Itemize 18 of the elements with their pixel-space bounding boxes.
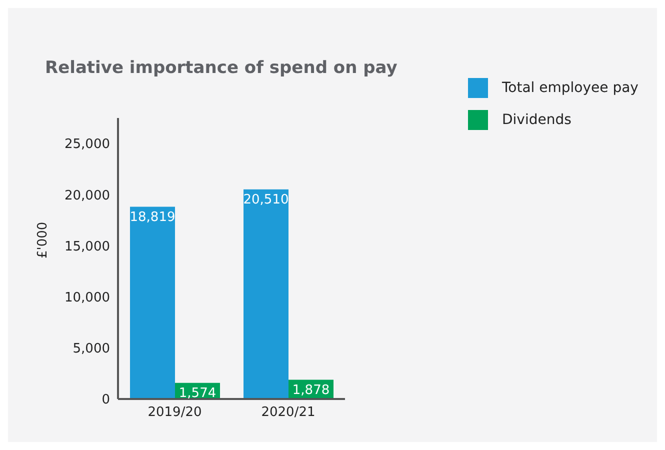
x-tick-label: 2020/21 <box>261 405 316 420</box>
y-tick-label: 25,000 <box>64 137 110 152</box>
y-tick-label: 20,000 <box>64 188 110 204</box>
data-label: 18,819 <box>130 210 176 225</box>
legend-label: Total employee pay <box>502 80 638 96</box>
x-tick-label: 2019/20 <box>148 405 202 420</box>
y-axis-title: £'000 <box>36 222 51 258</box>
data-label: 1,878 <box>292 383 330 398</box>
y-tick-label: 5,000 <box>72 342 110 357</box>
y-tick-label: 10,000 <box>64 290 110 306</box>
data-label: 20,510 <box>243 192 289 208</box>
data-label: 1,574 <box>178 386 216 402</box>
bar <box>244 189 288 399</box>
chart-title: Relative importance of spend on pay <box>45 58 398 78</box>
y-tick-label: 15,000 <box>64 239 110 254</box>
legend-label: Dividends <box>502 112 572 128</box>
bar <box>130 206 175 399</box>
y-tick-label: 0 <box>102 392 110 408</box>
